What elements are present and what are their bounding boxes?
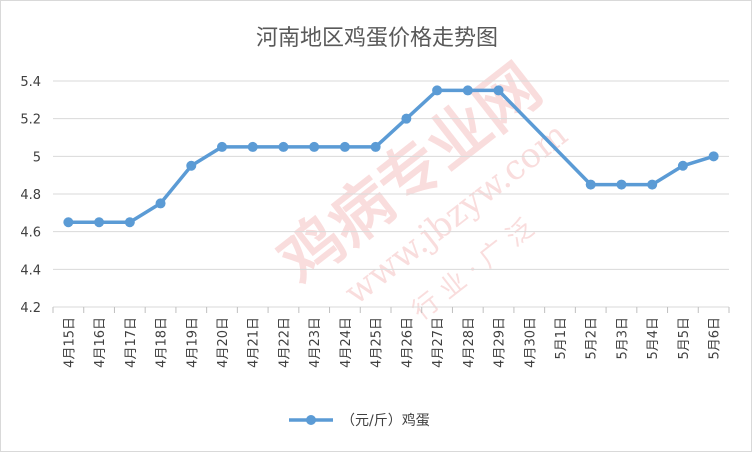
watermark: 鸡病专业网 www.jbzyw.com 行 业 · 广 泛 [265,49,575,326]
data-point [124,217,135,228]
x-tick-label: 4月24日 [339,317,354,368]
x-tick-label: 4月19日 [185,317,200,368]
x-tick-label: 4月16日 [93,317,108,368]
series [63,85,719,228]
x-tick-label: 4月23日 [308,317,323,368]
x-tick-label: 5月3日 [615,317,630,360]
x-tick-label: 5月1日 [554,317,569,360]
legend-marker [306,415,316,425]
data-point [432,85,443,96]
x-tick-label: 5月5日 [677,317,692,360]
chart-title: 河南地区鸡蛋价格走势图 [256,26,498,51]
y-axis: 4.2 4.4 4.6 4.8 5 5.2 5.4 [20,75,41,316]
y-tick-label: 4.2 [20,301,41,316]
legend-label: （元/斤）鸡蛋 [341,412,430,429]
x-tick-label: 4月25日 [370,317,385,368]
y-tick-label: 5.2 [20,113,41,128]
x-tick-label: 4月27日 [431,317,446,368]
y-tick-label: 5.4 [20,75,41,90]
data-point [217,141,227,152]
data-point [278,141,289,152]
y-tick-label: 5 [33,150,41,165]
y-tick-label: 4.6 [20,226,41,241]
data-point [339,141,350,152]
data-point [616,179,627,190]
data-point [63,217,74,228]
series-line [66,88,716,224]
x-axis: 4月15日 4月16日 4月17日 4月18日 4月19日 4月20日 4月21日 4月22日… [52,307,730,368]
data-point [401,113,412,124]
data-point [677,160,688,171]
data-point [155,198,166,209]
x-tick-label: 4月17日 [124,317,139,368]
x-tick-label: 5月2日 [585,317,600,360]
legend: （元/斤）鸡蛋 [289,412,430,429]
data-point [370,141,381,152]
y-tick-label: 4.4 [20,263,41,278]
data-point [708,151,719,162]
x-tick-label: 4月22日 [277,317,292,368]
x-tick-label: 4月15日 [62,317,77,368]
x-tick-label: 4月28日 [462,317,477,368]
data-point [493,85,504,96]
data-point [186,160,197,171]
data-point [647,179,658,190]
x-tick-label: 5月6日 [708,317,723,360]
x-tick-label: 4月29日 [493,317,508,368]
data-point [94,217,105,228]
y-tick-label: 4.8 [20,188,41,203]
gridlines [53,80,729,308]
data-point [585,179,596,190]
x-tick-label: 4月30日 [523,317,538,368]
x-tick-label: 4月18日 [155,317,170,368]
x-tick-label: 4月26日 [400,317,415,368]
data-point [247,141,258,152]
x-tick-label: 5月4日 [646,317,661,360]
data-point [462,85,473,96]
data-point [309,141,320,152]
x-tick-label: 4月21日 [247,317,262,368]
x-tick-label: 4月20日 [216,317,231,368]
